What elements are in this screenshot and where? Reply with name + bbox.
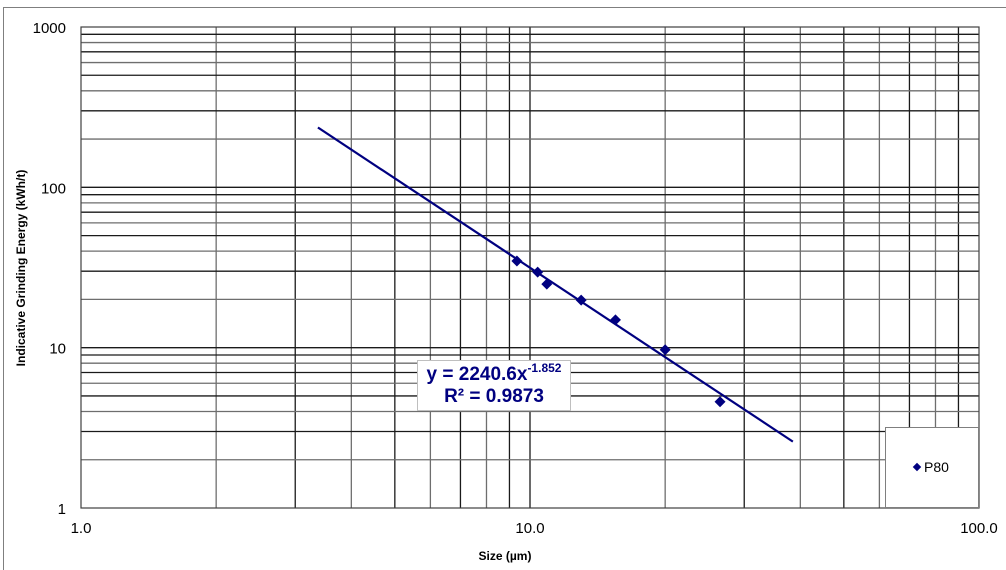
x-axis-ticks: 1.0 10.0 100.0 [71,520,998,537]
y-axis-title: Indicative Grinding Energy (kWh/t) [14,170,28,367]
legend-label: P80 [924,459,949,475]
x-tick-label: 100.0 [960,520,998,537]
plot-area-border [80,26,980,509]
y-tick-label: 1000 [33,20,66,37]
y-axis-ticks: 1 10 100 1000 [33,20,66,518]
equation-text: y = 2240.6x [426,364,528,385]
legend-entry-p80: P80 [912,459,949,475]
data-point [609,314,621,326]
data-point [541,278,553,290]
data-point [714,396,726,408]
trendline-equation-label: y = 2240.6x-1.852 R² = 0.9873 [417,360,571,411]
chart-frame [3,7,1006,570]
gridlines [81,27,979,508]
data-point [511,255,523,267]
x-tick-label: 10.0 [515,520,544,537]
diamond-marker-icon [912,462,922,472]
x-tick-label: 1.0 [71,520,92,537]
data-point [532,266,544,278]
equation-exponent: -1.852 [527,361,562,375]
legend: P80 [885,427,979,508]
y-tick-label: 1 [58,501,66,518]
data-point [575,294,587,306]
data-point [659,344,671,356]
r-squared-line: R² = 0.9873 [444,386,544,407]
power-trendline [317,126,794,443]
x-axis-title: Size (µm) [479,549,532,563]
y-tick-label: 10 [49,341,66,358]
y-tick-label: 100 [41,180,66,197]
equation-line: y = 2240.6x-1.852 [418,361,570,386]
data-points-p80 [511,255,726,408]
